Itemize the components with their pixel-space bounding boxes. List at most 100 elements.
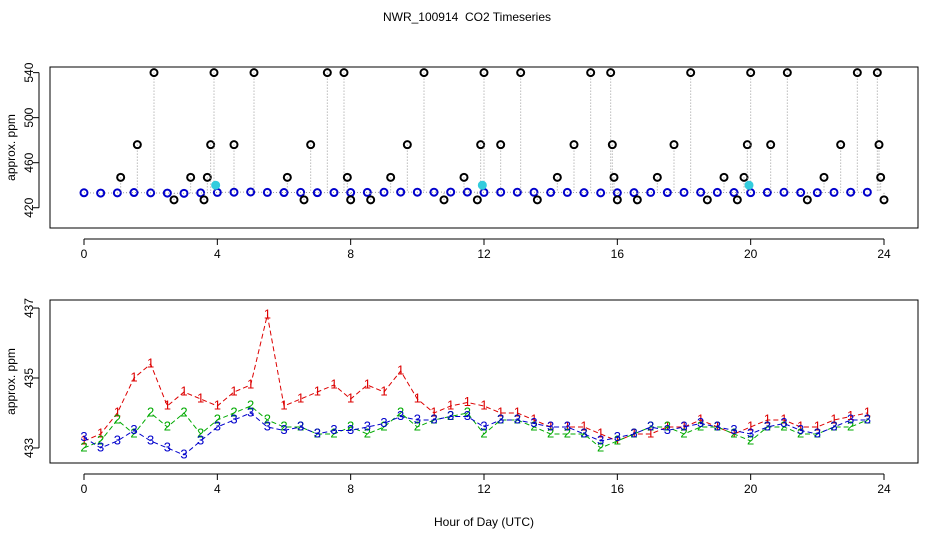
point — [782, 68, 792, 78]
point-marker: 3 — [414, 411, 421, 426]
point — [662, 188, 672, 198]
point-marker: 3 — [514, 411, 521, 426]
point — [229, 187, 239, 197]
point — [779, 187, 789, 197]
point-marker: 2 — [147, 404, 154, 419]
point-marker: 1 — [814, 418, 821, 433]
point-marker: 1 — [530, 411, 537, 426]
point-marker: 3 — [630, 425, 637, 440]
x-tick-label: 0 — [81, 482, 88, 496]
point-marker: 3 — [197, 432, 204, 447]
x-tick-label: 24 — [877, 247, 891, 261]
point-marker: 2 — [747, 432, 754, 447]
point — [712, 187, 722, 197]
point — [874, 140, 884, 150]
point-marker: 1 — [430, 404, 437, 419]
point-marker: 3 — [80, 429, 87, 444]
point-marker: 2 — [547, 425, 554, 440]
point — [646, 187, 656, 197]
point-marker: 1 — [147, 355, 154, 370]
point-marker: 3 — [847, 411, 854, 426]
point-marker: 3 — [147, 432, 154, 447]
point — [116, 172, 126, 182]
point-marker: 2 — [397, 404, 404, 419]
point-marker: 2 — [697, 418, 704, 433]
point-marker: 2 — [214, 411, 221, 426]
point-marker: 3 — [797, 422, 804, 437]
y-tick-label: 460 — [22, 152, 36, 172]
point-marker: 1 — [197, 390, 204, 405]
point — [211, 180, 221, 190]
point-marker: 3 — [664, 422, 671, 437]
point-marker: 1 — [514, 404, 521, 419]
y-tick-label: 420 — [22, 197, 36, 217]
point-marker: 3 — [864, 411, 871, 426]
point-marker: 3 — [814, 425, 821, 440]
point-marker: 3 — [164, 439, 171, 454]
point-marker: 1 — [680, 418, 687, 433]
point-marker: 1 — [580, 418, 587, 433]
point-marker: 3 — [180, 446, 187, 461]
point — [819, 172, 829, 182]
point — [262, 187, 272, 197]
point — [532, 195, 542, 205]
point-marker: 1 — [614, 432, 621, 447]
point-marker: 2 — [564, 425, 571, 440]
point — [296, 187, 306, 197]
point — [202, 172, 212, 182]
x-tick-label: 16 — [611, 482, 625, 496]
point — [322, 68, 332, 78]
point — [162, 188, 172, 198]
point — [876, 172, 886, 182]
point-marker: 2 — [314, 425, 321, 440]
point-marker: 2 — [347, 418, 354, 433]
point-marker: 2 — [114, 411, 121, 426]
point-marker: 2 — [414, 418, 421, 433]
point-marker: 3 — [380, 415, 387, 430]
point-marker: 3 — [297, 418, 304, 433]
point — [552, 172, 562, 182]
point-marker: 2 — [497, 411, 504, 426]
point — [739, 172, 749, 182]
point — [477, 180, 487, 190]
point — [362, 187, 372, 197]
point-marker: 1 — [747, 418, 754, 433]
point — [719, 172, 729, 182]
point — [852, 68, 862, 78]
point-marker: 1 — [630, 425, 637, 440]
point — [339, 68, 349, 78]
point-marker: 3 — [214, 418, 221, 433]
point — [459, 172, 469, 182]
point — [732, 195, 742, 205]
point-marker: 2 — [647, 418, 654, 433]
point — [169, 195, 179, 205]
point — [696, 187, 706, 197]
point — [282, 172, 292, 182]
point-marker: 3 — [264, 418, 271, 433]
point — [579, 188, 589, 198]
point-marker: 2 — [864, 411, 871, 426]
point — [429, 187, 439, 197]
point-marker: 2 — [797, 425, 804, 440]
point-marker: 1 — [114, 404, 121, 419]
point-marker: 2 — [230, 404, 237, 419]
point — [446, 187, 456, 197]
point-marker: 1 — [347, 390, 354, 405]
y-tick-label: 500 — [22, 107, 36, 127]
point-marker: 3 — [447, 408, 454, 423]
point — [496, 187, 506, 197]
point-marker: 3 — [747, 425, 754, 440]
point — [149, 68, 159, 78]
series-line — [83, 314, 868, 442]
point-marker: 2 — [780, 418, 787, 433]
point — [512, 187, 522, 197]
point-marker: 3 — [714, 418, 721, 433]
point — [516, 68, 526, 78]
plot-box — [49, 66, 919, 229]
point — [329, 188, 339, 198]
point-marker: 2 — [664, 418, 671, 433]
y-tick-label: 540 — [22, 62, 36, 82]
point — [802, 195, 812, 205]
point — [812, 188, 822, 198]
